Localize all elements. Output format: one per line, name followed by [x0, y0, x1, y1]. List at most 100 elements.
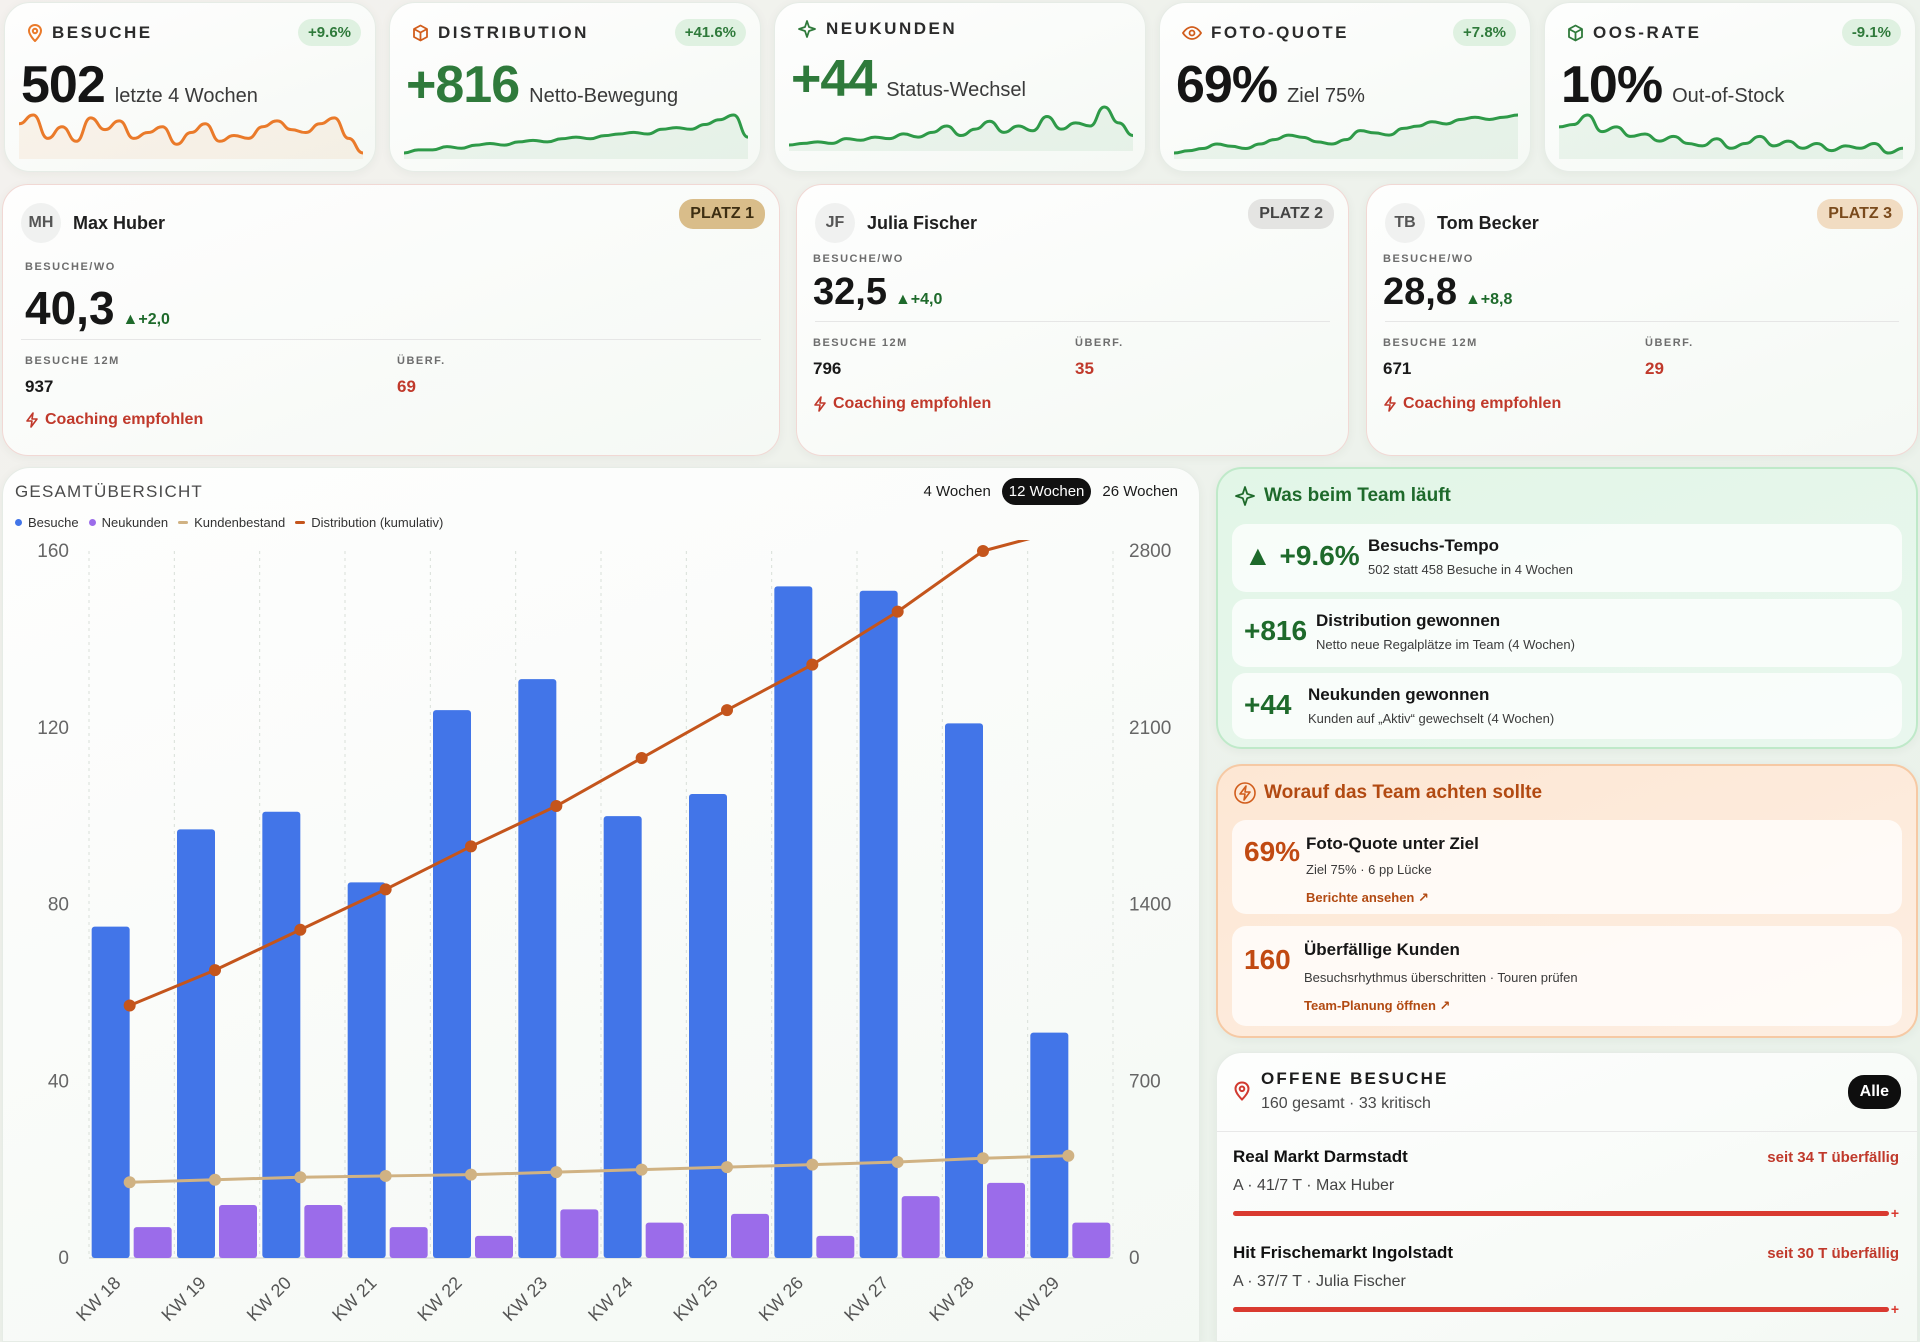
legend-item-neukunden[interactable]: Neukunden: [88, 515, 168, 530]
rank-badge: PLATZ 2: [1248, 199, 1334, 229]
kundenbestand-point[interactable]: [1062, 1149, 1075, 1162]
distribution-point[interactable]: [635, 752, 648, 765]
avatar: TB: [1385, 203, 1425, 243]
legend-item-besuche[interactable]: Besuche: [15, 515, 79, 530]
distribution-point[interactable]: [977, 545, 989, 557]
sparkline-area: [19, 115, 363, 159]
kundenbestand-point[interactable]: [123, 1176, 136, 1189]
rep-card-julia-fischer[interactable]: JF Julia Fischer PLATZ 2 BESUCHE/WO 32,5…: [796, 184, 1349, 456]
alert-overdue-customers: 160 Überfällige Kunden Besuchsrhythmus ü…: [1232, 926, 1902, 1026]
highlight-metric: ▲ +9.6%: [1244, 540, 1360, 571]
bar-neukunden[interactable]: [1072, 1222, 1111, 1258]
rep-card-max-huber[interactable]: MH Max Huber PLATZ 1 BESUCHE/WO 40,3 ▲+2,…: [2, 184, 780, 456]
bar-neukunden[interactable]: [731, 1213, 769, 1258]
kundenbestand-point[interactable]: [635, 1163, 648, 1176]
highlight-visit-pace: ▲ +9.6% Besuchs-Tempo 502 statt 458 Besu…: [1232, 524, 1902, 592]
coaching-recommendation[interactable]: Coaching empfohlen: [25, 411, 203, 429]
rank-badge: PLATZ 3: [1817, 199, 1903, 229]
bar-neukunden[interactable]: [133, 1227, 172, 1258]
kundenbestand-point[interactable]: [209, 1173, 221, 1186]
show-all-button[interactable]: Alle: [1847, 1075, 1901, 1109]
bar-neukunden[interactable]: [304, 1204, 343, 1258]
kpi-card-neukunden[interactable]: NEUKUNDEN +44 Status-Wechsel: [774, 2, 1146, 172]
bar-neukunden[interactable]: [987, 1182, 1025, 1258]
kpi-label: FOTO-QUOTE: [1211, 23, 1350, 42]
distribution-point[interactable]: [465, 840, 477, 853]
x-tick-label: KW 27: [840, 1273, 892, 1325]
overview-title: GESAMTÜBERSICHT: [15, 482, 204, 501]
reports-link[interactable]: Berichte ansehen ↗: [1306, 890, 1429, 905]
bar-besuche[interactable]: [774, 586, 813, 1258]
bar-besuche[interactable]: [262, 811, 301, 1258]
range-4-weeks[interactable]: 4 Wochen: [923, 483, 991, 500]
bar-neukunden[interactable]: [901, 1196, 940, 1258]
kundenbestand-point[interactable]: [465, 1168, 477, 1181]
bar-besuche[interactable]: [689, 794, 727, 1258]
kpi-card-oos-rate[interactable]: OOS-RATE -9.1% 10% Out-of-Stock: [1544, 2, 1916, 172]
kundenbestand-point[interactable]: [721, 1161, 733, 1174]
distribution-point[interactable]: [806, 658, 819, 671]
alert-subtitle: Besuchsrhythmus überschritten · Touren p…: [1304, 970, 1578, 985]
x-tick-label: KW 26: [755, 1273, 807, 1325]
bar-neukunden[interactable]: [475, 1235, 513, 1258]
divider: [1385, 321, 1899, 322]
bar-neukunden[interactable]: [645, 1222, 684, 1258]
rep-card-tom-becker[interactable]: TB Tom Becker PLATZ 3 BESUCHE/WO 28,8 ▲+8…: [1366, 184, 1918, 456]
y-tick-label: 120: [37, 718, 69, 739]
x-tick-label: KW 19: [157, 1273, 209, 1325]
distribution-point[interactable]: [379, 883, 392, 896]
distribution-point[interactable]: [209, 964, 221, 977]
range-26-weeks[interactable]: 26 Wochen: [1102, 483, 1178, 500]
kundenbestand-point[interactable]: [806, 1158, 819, 1171]
coaching-recommendation[interactable]: Coaching empfohlen: [813, 395, 991, 413]
bar-besuche[interactable]: [945, 723, 983, 1258]
legend-item-kundenbestand[interactable]: Kundenbestand: [178, 515, 285, 530]
bar-besuche[interactable]: [177, 829, 215, 1258]
bar-besuche[interactable]: [91, 926, 130, 1258]
bar-besuche[interactable]: [859, 590, 898, 1258]
kundenbestand-point[interactable]: [294, 1171, 307, 1184]
coaching-recommendation[interactable]: Coaching empfohlen: [1383, 395, 1561, 413]
bar-neukunden[interactable]: [560, 1209, 599, 1258]
overdue-bar: [1233, 1307, 1889, 1312]
highlight-distribution: +816 Distribution gewonnen Netto neue Re…: [1232, 599, 1902, 667]
bar-besuche[interactable]: [347, 882, 386, 1258]
bar-besuche[interactable]: [1030, 1032, 1069, 1258]
distribution-point[interactable]: [721, 704, 733, 717]
kpi-card-besuche[interactable]: BESUCHE +9.6% 502 letzte 4 Wochen: [4, 2, 376, 172]
box-icon: [1568, 24, 1583, 42]
bar-besuche[interactable]: [603, 816, 642, 1258]
visits-per-week-value: 28,8: [1383, 271, 1457, 313]
sparkline-line: [19, 113, 363, 155]
range-12-weeks[interactable]: 12 Wochen: [1001, 478, 1092, 505]
y-tick-label: 0: [58, 1248, 69, 1269]
team-planning-link[interactable]: Team-Planung öffnen ↗: [1304, 998, 1451, 1013]
bar-neukunden[interactable]: [816, 1235, 855, 1258]
eye-icon: [1182, 26, 1202, 40]
distribution-point[interactable]: [550, 800, 563, 813]
y-right-tick-label: 1400: [1129, 895, 1171, 916]
kpi-subtitle: Ziel 75%: [1287, 85, 1365, 107]
legend-item-distribution[interactable]: Distribution (kumulativ): [295, 515, 443, 530]
bar-neukunden[interactable]: [219, 1204, 257, 1258]
kpi-card-foto-quote[interactable]: FOTO-QUOTE +7.8% 69% Ziel 75%: [1159, 2, 1531, 172]
visit-item[interactable]: Hit Frischemarkt Ingolstadt seit 30 T üb…: [1217, 1239, 1917, 1331]
kundenbestand-point[interactable]: [379, 1169, 392, 1182]
open-visits-title: OFFENE BESUCHE: [1261, 1069, 1449, 1088]
distribution-point[interactable]: [123, 999, 136, 1012]
distribution-point[interactable]: [294, 923, 307, 936]
kundenbestand-point[interactable]: [891, 1156, 904, 1169]
sparkline: [789, 105, 1133, 151]
bar-besuche[interactable]: [433, 710, 471, 1258]
distribution-point[interactable]: [891, 605, 904, 618]
visit-item[interactable]: Real Markt Darmstadt seit 34 T überfälli…: [1217, 1143, 1917, 1235]
kundenbestand-point[interactable]: [977, 1152, 989, 1165]
bar-besuche[interactable]: [518, 679, 557, 1258]
y-tick-label: 40: [48, 1071, 69, 1092]
kundenbestand-point[interactable]: [550, 1166, 563, 1179]
bar-neukunden[interactable]: [389, 1227, 428, 1258]
kpi-card-distribution[interactable]: DISTRIBUTION +41.6% +816 Netto-Bewegung: [389, 2, 761, 172]
delta-value: ▲+8,8: [1464, 291, 1513, 308]
alert-metric: 69%: [1244, 836, 1301, 867]
sparkline-line: [1174, 113, 1518, 155]
